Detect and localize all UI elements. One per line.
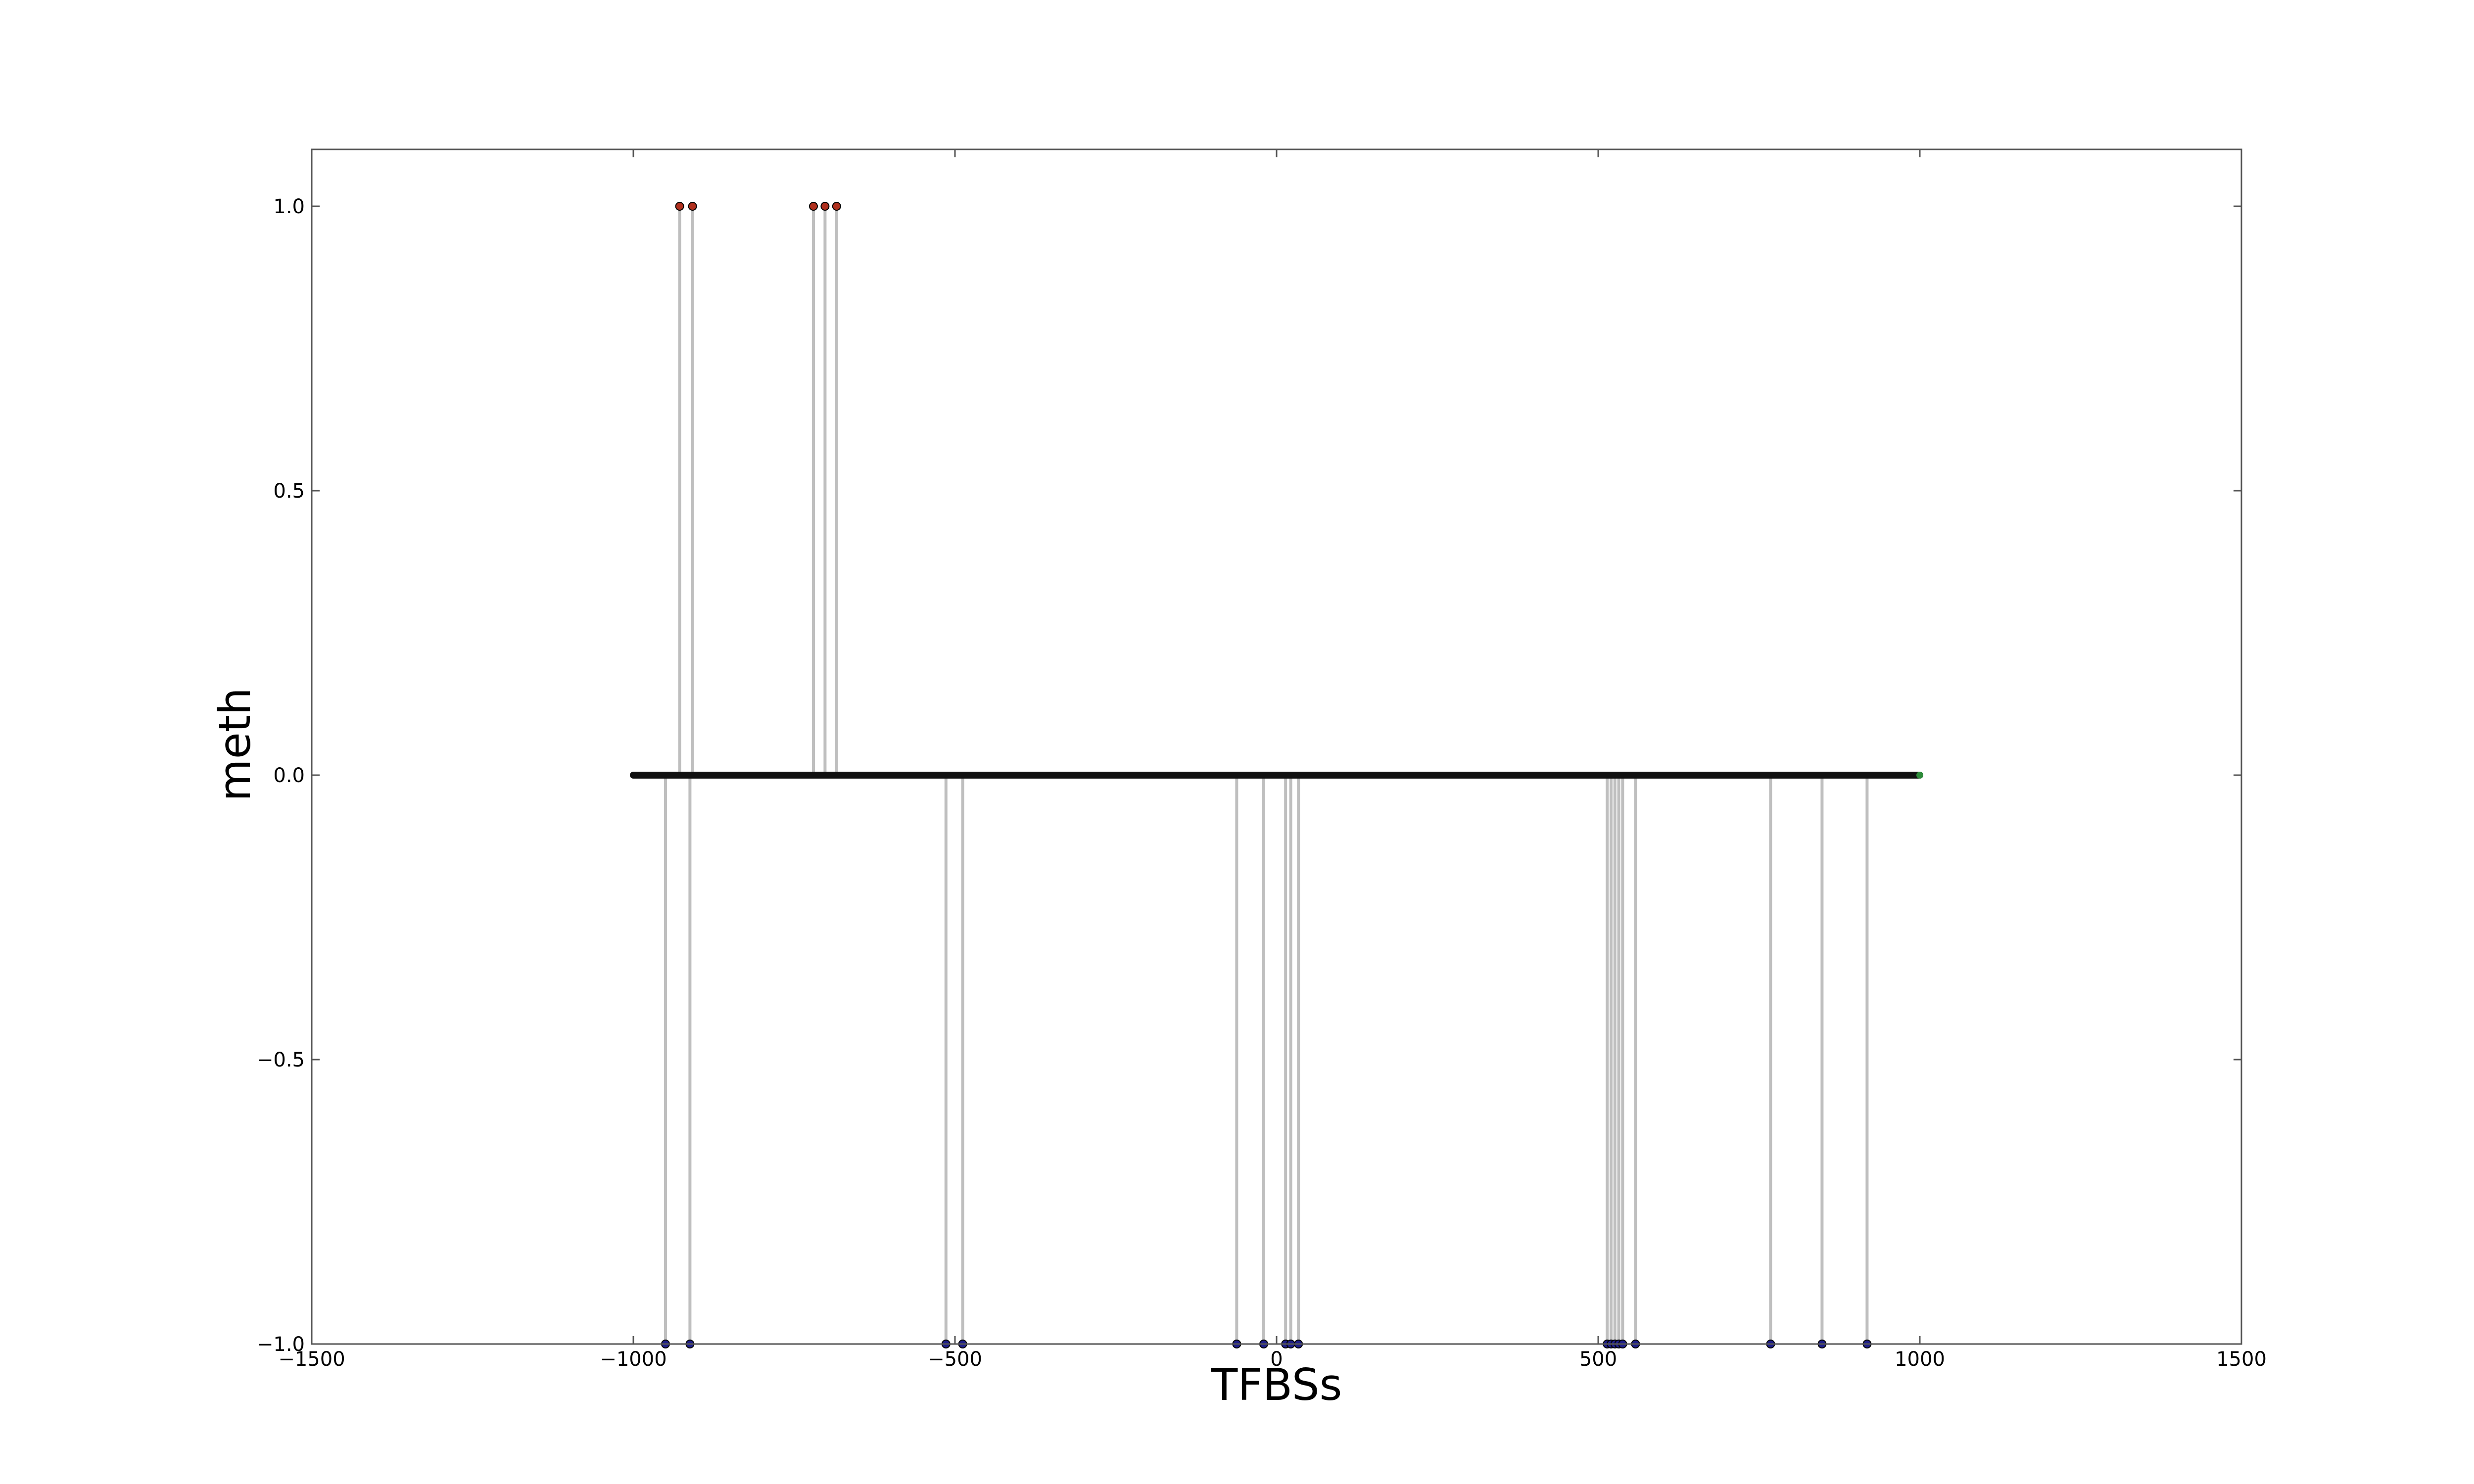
x-tick-label: −1500 [278,1348,345,1371]
methylated-point [832,202,841,211]
y-tick-label: −1.0 [257,1333,305,1356]
y-tick-label: −0.5 [257,1049,305,1071]
methylated-point [675,202,684,211]
baseline-markers [630,772,1923,779]
y-tick-label: 0.0 [273,764,305,787]
methylated-point [809,202,818,211]
methylated-point [820,202,830,211]
y-tick-label: 1.0 [273,195,305,218]
x-tick-label: −500 [928,1348,982,1371]
plot-area [630,202,1923,1348]
x-tick-label: 500 [1579,1348,1617,1371]
y-tick-label: 0.5 [273,480,305,503]
methylated-point [688,202,697,211]
y-axis-ticks: −1.0 −0.5 0.0 0.5 1.0 [257,195,2241,1356]
baseline-end-marker [1916,772,1923,779]
x-tick-label: 0 [1270,1348,1283,1371]
x-tick-label: 1500 [2216,1348,2267,1371]
x-tick-label: −1000 [600,1348,666,1371]
x-axis-label: TFBSs [1211,1359,1342,1410]
x-tick-label: 1000 [1895,1348,1945,1371]
y-axis-label: meth [209,688,260,801]
stem-lines [664,206,1869,1344]
x-axis-ticks: −1500 −1000 −500 0 500 1000 1500 [278,149,2267,1371]
